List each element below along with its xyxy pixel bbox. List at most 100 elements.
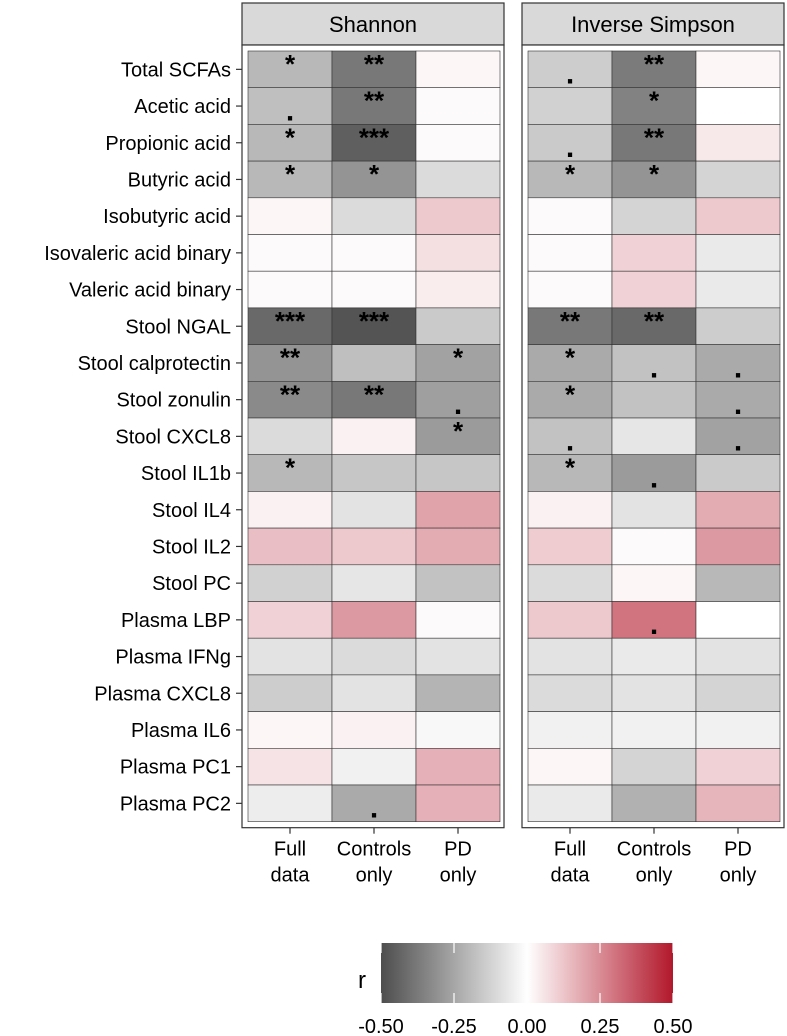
heatmap-cell <box>247 491 333 529</box>
significance-mark: *** <box>275 306 306 336</box>
heatmap-cell <box>695 417 781 456</box>
heatmap-cell <box>331 124 417 162</box>
row-label: Acetic acid <box>134 96 231 118</box>
heatmap-cell <box>247 601 333 639</box>
heatmap-cell <box>415 87 501 125</box>
heatmap-cell <box>611 234 697 272</box>
heatmap-cell <box>247 87 333 125</box>
heatmap-cell <box>331 747 417 786</box>
row-label: Stool CXCL8 <box>115 426 231 448</box>
x-tick-label: only <box>356 865 393 887</box>
significance-mark: * <box>565 343 576 373</box>
heatmap-cell <box>611 380 697 419</box>
heatmap-cell <box>247 417 333 456</box>
x-tick-label: data <box>271 865 311 887</box>
heatmap-cell <box>331 197 417 235</box>
heatmap-cell <box>527 344 613 382</box>
significance-mark: * <box>285 453 296 483</box>
significance-mark: * <box>285 49 296 79</box>
x-tick-label: PD <box>724 839 752 861</box>
heatmap-cell <box>611 601 697 639</box>
significance-mark: * <box>369 159 380 189</box>
heatmap-cell <box>247 270 333 309</box>
heatmap-cell <box>331 527 417 566</box>
significance-mark: * <box>565 453 576 483</box>
significance-mark: . <box>566 425 574 458</box>
heatmap-cell <box>695 197 781 235</box>
x-tick-label: PD <box>444 839 472 861</box>
row-label: Plasma LBP <box>121 610 231 632</box>
heatmap-cell <box>695 527 781 566</box>
row-label: Stool IL1b <box>141 463 231 485</box>
significance-mark: *** <box>359 122 390 152</box>
heatmap-cell <box>695 124 781 162</box>
legend-tick-label: 0.00 <box>508 1016 547 1036</box>
heatmap-cell <box>331 307 417 345</box>
panel-shannon: Shannon* **. *** **** **** ***** *** ** .**.Full… <box>241 2 505 887</box>
significance-mark: ** <box>644 122 665 152</box>
significance-mark: . <box>650 608 658 641</box>
heatmap-cell <box>247 564 333 602</box>
row-label: Butyric acid <box>128 169 231 191</box>
significance-mark: ** <box>364 86 385 116</box>
legend-tick-label: -0.25 <box>431 1016 477 1036</box>
legend-tick-label: -0.50 <box>358 1016 404 1036</box>
significance-mark: * <box>285 159 296 189</box>
heatmap-cell <box>247 454 333 492</box>
heatmap-cell <box>695 307 781 345</box>
heatmap-cell <box>331 160 417 199</box>
heatmap-cell <box>247 344 333 382</box>
heatmap-cell <box>415 344 501 382</box>
heatmap-cell <box>331 344 417 382</box>
row-label: Stool IL4 <box>152 500 231 522</box>
heatmap-cell <box>415 491 501 529</box>
heatmap-cell <box>415 234 501 272</box>
heatmap-cell <box>611 307 697 345</box>
heatmap-cell <box>331 380 417 419</box>
heatmap-cell <box>695 601 781 639</box>
heatmap-cell <box>695 747 781 786</box>
significance-mark: ** <box>364 379 385 409</box>
heatmap-cell <box>331 637 417 676</box>
significance-mark: * <box>285 122 296 152</box>
significance-mark: * <box>649 86 660 116</box>
heatmap-cell <box>527 380 613 419</box>
significance-mark: ** <box>280 343 301 373</box>
row-label: Propionic acid <box>105 133 231 155</box>
heatmap-cell <box>247 674 333 712</box>
heatmap-cell <box>415 601 501 639</box>
heatmap-cell <box>415 417 501 456</box>
heatmap-cell <box>415 197 501 235</box>
significance-mark: . <box>454 388 462 421</box>
heatmap-cell <box>415 124 501 162</box>
heatmap-cell <box>611 711 697 749</box>
heatmap-cell <box>611 491 697 529</box>
significance-mark: . <box>370 792 378 825</box>
x-tick-label: data <box>551 865 591 887</box>
heatmap-cell <box>247 380 333 419</box>
heatmap-cell <box>247 527 333 566</box>
heatmap-cell <box>247 747 333 786</box>
row-label: Stool NGAL <box>125 316 231 338</box>
row-label: Isovaleric acid binary <box>44 243 231 265</box>
heatmap-cell <box>415 711 501 749</box>
panel-strip <box>241 2 505 46</box>
significance-mark: ** <box>280 379 301 409</box>
significance-mark: * <box>649 159 660 189</box>
row-label: Stool zonulin <box>116 390 231 412</box>
heatmap-cell <box>611 197 697 235</box>
row-label: Total SCFAs <box>121 59 231 81</box>
heatmap-cell <box>527 417 613 456</box>
significance-mark: ** <box>644 49 665 79</box>
heatmap-cell <box>331 50 417 89</box>
heatmap-cell <box>331 711 417 749</box>
heatmap-cell <box>415 50 501 89</box>
heatmap-cell <box>331 454 417 492</box>
heatmap-cell <box>695 784 781 823</box>
heatmap-cell <box>527 747 613 786</box>
heatmap-cell <box>331 601 417 639</box>
heatmap-cell <box>527 160 613 199</box>
heatmap-cell <box>415 564 501 602</box>
heatmap-cell <box>331 270 417 309</box>
heatmap-cell <box>331 417 417 456</box>
